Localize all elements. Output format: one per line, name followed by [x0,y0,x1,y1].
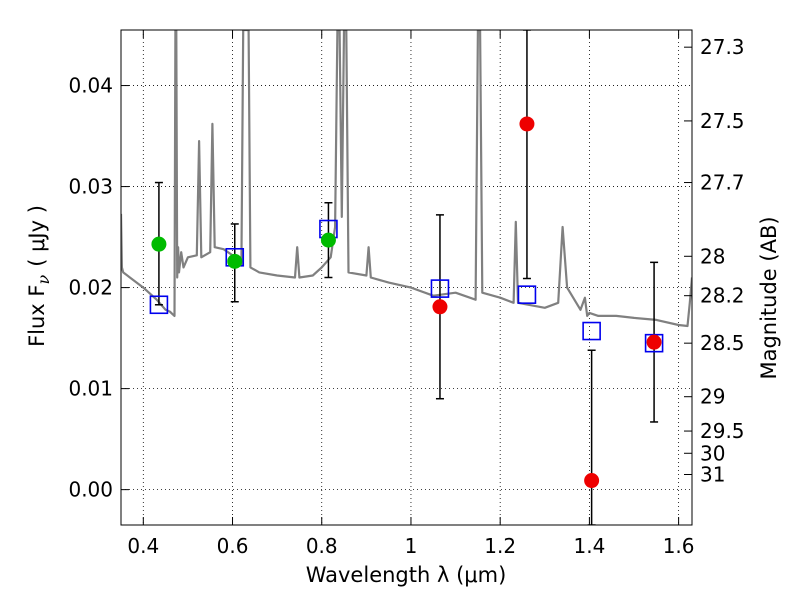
nondetection-point [584,473,600,489]
y-axis-title: Flux Fν ( μJy ) [25,205,53,347]
detection-point [227,253,243,269]
model-photometry-square [149,295,169,315]
plot-frame [120,29,693,526]
right-tick-label: 28 [700,244,725,268]
y-tick-label: 0.04 [68,74,113,98]
y-tick-label: 0.02 [68,276,113,300]
right-tick-label: 28.2 [700,284,745,308]
right-tick-label: 27.7 [700,171,745,195]
detection-point [320,232,336,248]
model-spectrum-line [121,30,692,328]
right-axis-title: Magnitude (AB) [757,216,781,379]
x-tick-label: 0.8 [306,534,338,558]
right-tick-label: 27.3 [700,35,745,59]
right-tick-label: 27.5 [700,109,745,133]
model-photometry-square [430,279,450,298]
x-axis-title: Wavelength λ (μm) [306,563,507,587]
y-axis-title-main: Flux F [25,285,49,347]
plot-area [121,30,692,525]
x-tick-label: 0.4 [127,534,159,558]
x-tick-label: 1.4 [573,534,605,558]
nondetection-point [646,334,662,350]
model-photometry-square [582,321,601,341]
right-tick-label: 29 [700,385,725,409]
right-tick-label: 31 [700,462,725,486]
y-axis-title-subscript: ν [34,275,53,285]
right-tick-label: 29.5 [700,419,745,443]
detection-point [151,236,167,252]
model-photometry-square [517,285,537,304]
x-tick-label: 1 [405,534,418,558]
x-tick-label: 0.6 [217,534,249,558]
nondetection-point [432,299,448,315]
x-tick-label: 1.2 [484,534,516,558]
y-axis-title-unit: ( μJy ) [25,205,49,267]
grid-lines [121,30,692,525]
right-tick-label: 28.5 [700,331,745,355]
y-tick-label: 0.00 [68,478,113,502]
x-tick-label: 1.6 [663,534,695,558]
nondetection-point [519,116,535,132]
y-tick-label: 0.03 [68,175,113,199]
y-tick-label: 0.01 [68,377,113,401]
right-tick-label: 30 [700,441,725,465]
axes: 0.4 0.6 0.8 1 1.2 1.4 1.6 0.00 0.01 0.02 0.03 0.04 2… [68,30,745,558]
